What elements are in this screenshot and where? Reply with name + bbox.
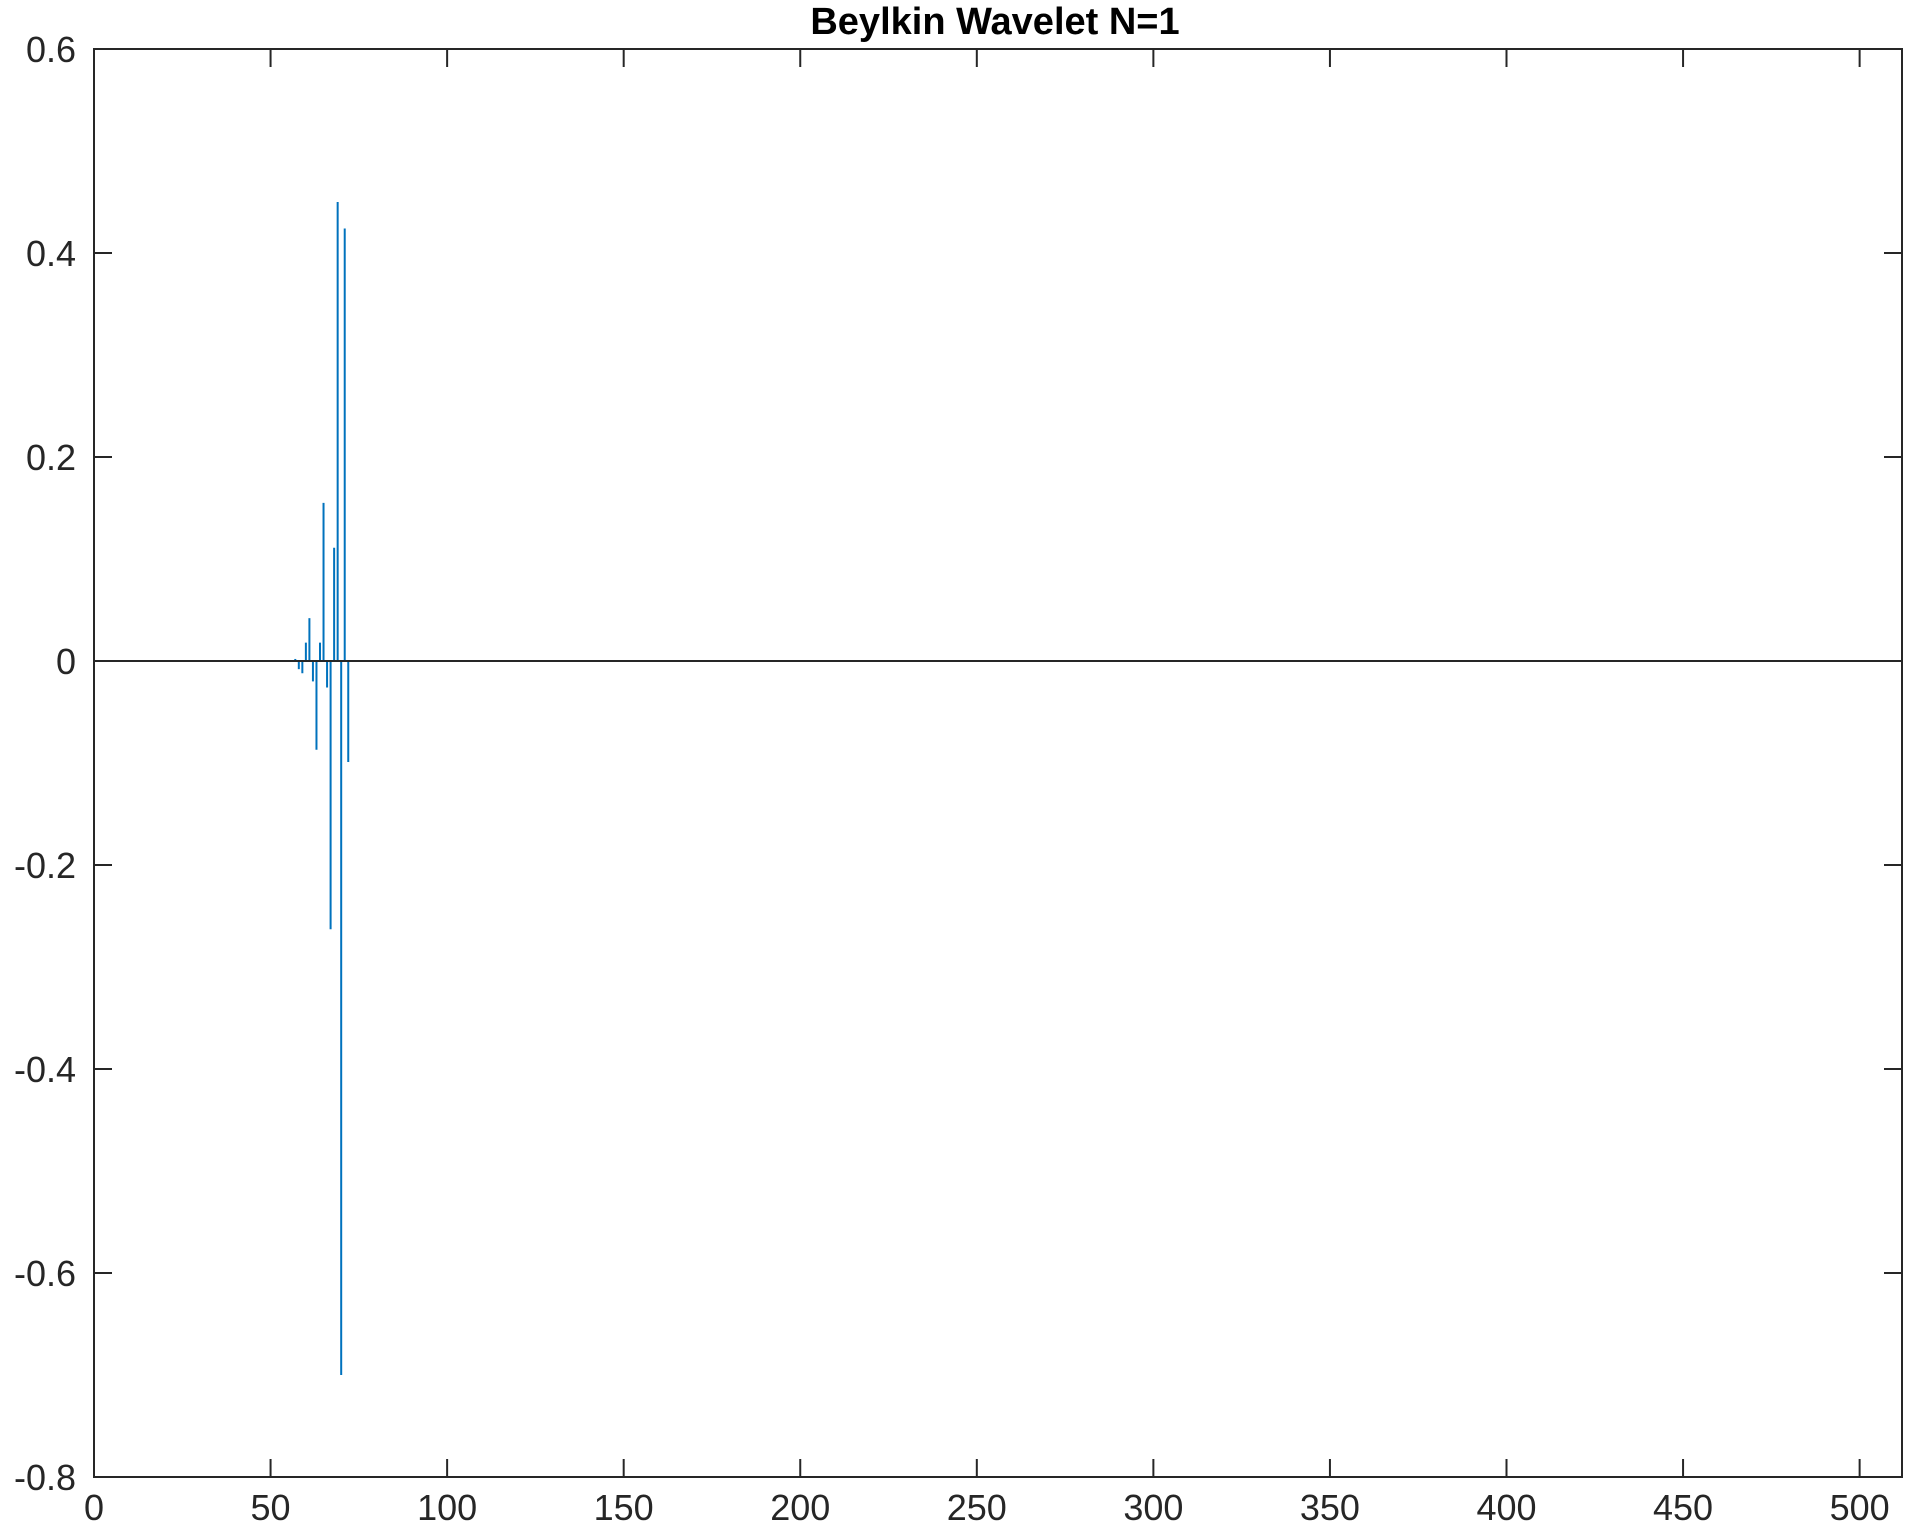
x-tick-label: 300 <box>1123 1487 1183 1528</box>
x-tick-label: 0 <box>84 1487 104 1528</box>
x-tick-label: 50 <box>251 1487 291 1528</box>
x-tick-label: 150 <box>594 1487 654 1528</box>
data-series <box>294 202 350 1375</box>
x-tick-label: 500 <box>1830 1487 1890 1528</box>
y-tick-label: 0.6 <box>26 29 76 70</box>
axis-ticks <box>93 48 1902 1478</box>
y-tick-label: 0.2 <box>26 437 76 478</box>
x-tick-label: 350 <box>1300 1487 1360 1528</box>
y-tick-label: -0.2 <box>14 845 76 886</box>
y-tick-label: -0.6 <box>14 1253 76 1294</box>
y-tick-label: 0.4 <box>26 233 76 274</box>
x-tick-label: 250 <box>947 1487 1007 1528</box>
x-tick-label: 200 <box>770 1487 830 1528</box>
y-tick-label: -0.8 <box>14 1457 76 1498</box>
chart-title: Beylkin Wavelet N=1 <box>810 1 1179 43</box>
axes-box <box>93 48 1903 1478</box>
y-tick-label: -0.4 <box>14 1049 76 1090</box>
axis-tick-labels: 0 50 100 150 200 250 300 350 400 450 500 0.6 0.4 0.2 0… <box>14 29 1890 1528</box>
x-tick-label: 400 <box>1476 1487 1536 1528</box>
x-tick-label: 100 <box>417 1487 477 1528</box>
y-tick-label: 0 <box>56 641 76 682</box>
x-tick-label: 450 <box>1653 1487 1713 1528</box>
